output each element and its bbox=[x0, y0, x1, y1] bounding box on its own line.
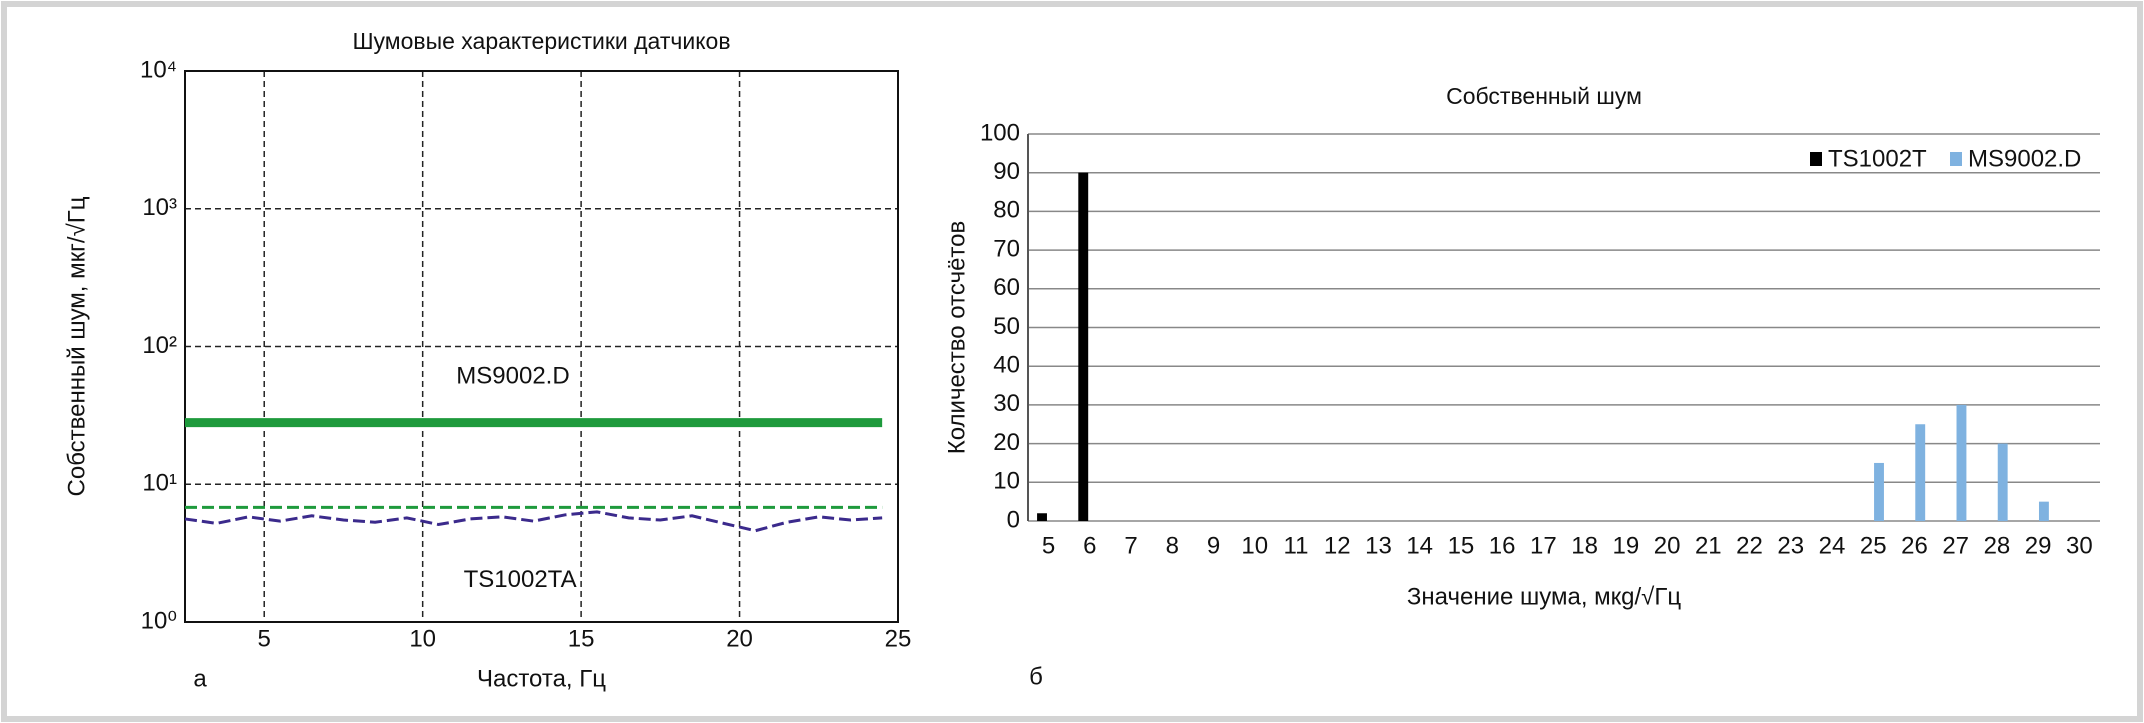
series-line bbox=[184, 510, 883, 533]
annotation: TS1002TA bbox=[464, 566, 577, 593]
annotation: MS9002.D bbox=[456, 362, 569, 389]
y-tick-label: 10⁴ bbox=[140, 56, 177, 83]
y-tick-label: 90 bbox=[993, 158, 1020, 185]
x-tick-label: 19 bbox=[1612, 532, 1639, 559]
legend-swatch bbox=[1810, 152, 1822, 166]
x-tick-label: 24 bbox=[1819, 532, 1846, 559]
x-tick-label: 29 bbox=[2025, 532, 2052, 559]
y-tick-label: 30 bbox=[993, 390, 1020, 417]
x-tick-label: 21 bbox=[1695, 532, 1722, 559]
plot-border bbox=[184, 70, 899, 623]
legend-swatch bbox=[1950, 152, 1962, 166]
y-tick-label: 0 bbox=[1007, 506, 1020, 533]
bar bbox=[1874, 462, 1884, 521]
x-tick-label: 27 bbox=[1942, 532, 1969, 559]
x-tick-label: 15 bbox=[568, 625, 595, 652]
y-tick-label: 100 bbox=[980, 119, 1020, 146]
x-tick-label: 28 bbox=[1984, 532, 2011, 559]
x-tick-label: 10 bbox=[1241, 532, 1268, 559]
y-axis-label: Количество отсчётов bbox=[943, 221, 970, 455]
y-tick-label: 10² bbox=[142, 332, 177, 359]
x-tick-label: 10 bbox=[409, 625, 436, 652]
x-tick-label: 22 bbox=[1736, 532, 1763, 559]
bar bbox=[1915, 424, 1926, 521]
chart-title: Собственный шум bbox=[1446, 83, 1642, 109]
y-tick-label: 10⁰ bbox=[141, 607, 177, 634]
bar bbox=[1037, 513, 1047, 521]
legend-label: MS9002.D bbox=[1968, 145, 2081, 172]
x-tick-label: 5 bbox=[1042, 532, 1055, 559]
x-tick-label: 17 bbox=[1530, 532, 1557, 559]
bar bbox=[1078, 172, 1089, 521]
x-tick-label: 9 bbox=[1207, 532, 1220, 559]
x-tick-label: 23 bbox=[1777, 532, 1804, 559]
bar bbox=[1997, 443, 2008, 521]
x-axis-label: Частота, Гц bbox=[477, 665, 606, 692]
bar bbox=[2038, 501, 2049, 521]
y-tick-label: 10 bbox=[993, 468, 1020, 495]
y-tick-label: 10³ bbox=[142, 194, 177, 221]
y-tick-label: 20 bbox=[993, 429, 1020, 456]
y-tick-label: 80 bbox=[993, 197, 1020, 224]
x-tick-label: 5 bbox=[258, 625, 271, 652]
x-tick-label: 25 bbox=[1860, 532, 1887, 559]
x-tick-label: 26 bbox=[1901, 532, 1928, 559]
y-tick-label: 10¹ bbox=[142, 470, 177, 497]
panel-label: б bbox=[1029, 663, 1043, 690]
x-tick-label: 15 bbox=[1448, 532, 1475, 559]
x-tick-label: 6 bbox=[1083, 532, 1096, 559]
bar bbox=[1956, 404, 1967, 521]
y-tick-label: 40 bbox=[993, 352, 1020, 379]
x-tick-label: 8 bbox=[1166, 532, 1179, 559]
x-tick-label: 25 bbox=[885, 625, 912, 652]
legend-label: TS1002T bbox=[1828, 145, 1927, 172]
x-tick-label: 12 bbox=[1324, 532, 1351, 559]
x-axis-label: Значение шума, мкg/√Гц bbox=[1407, 583, 1681, 610]
x-tick-label: 18 bbox=[1571, 532, 1598, 559]
x-tick-label: 20 bbox=[726, 625, 753, 652]
panel-label: а bbox=[193, 665, 207, 692]
x-tick-label: 30 bbox=[2066, 532, 2093, 559]
y-tick-label: 70 bbox=[993, 235, 1020, 262]
x-tick-label: 16 bbox=[1489, 532, 1516, 559]
x-tick-label: 7 bbox=[1124, 532, 1137, 559]
y-tick-label: 50 bbox=[993, 313, 1020, 340]
x-tick-label: 11 bbox=[1284, 532, 1309, 559]
y-tick-label: 60 bbox=[993, 274, 1020, 301]
x-tick-label: 14 bbox=[1406, 532, 1433, 559]
x-tick-label: 20 bbox=[1654, 532, 1681, 559]
chart-title: Шумовые характеристики датчиков bbox=[352, 28, 730, 54]
x-tick-label: 13 bbox=[1365, 532, 1392, 559]
y-axis-label: Собственный шум, мкг/√Гц bbox=[63, 196, 90, 496]
